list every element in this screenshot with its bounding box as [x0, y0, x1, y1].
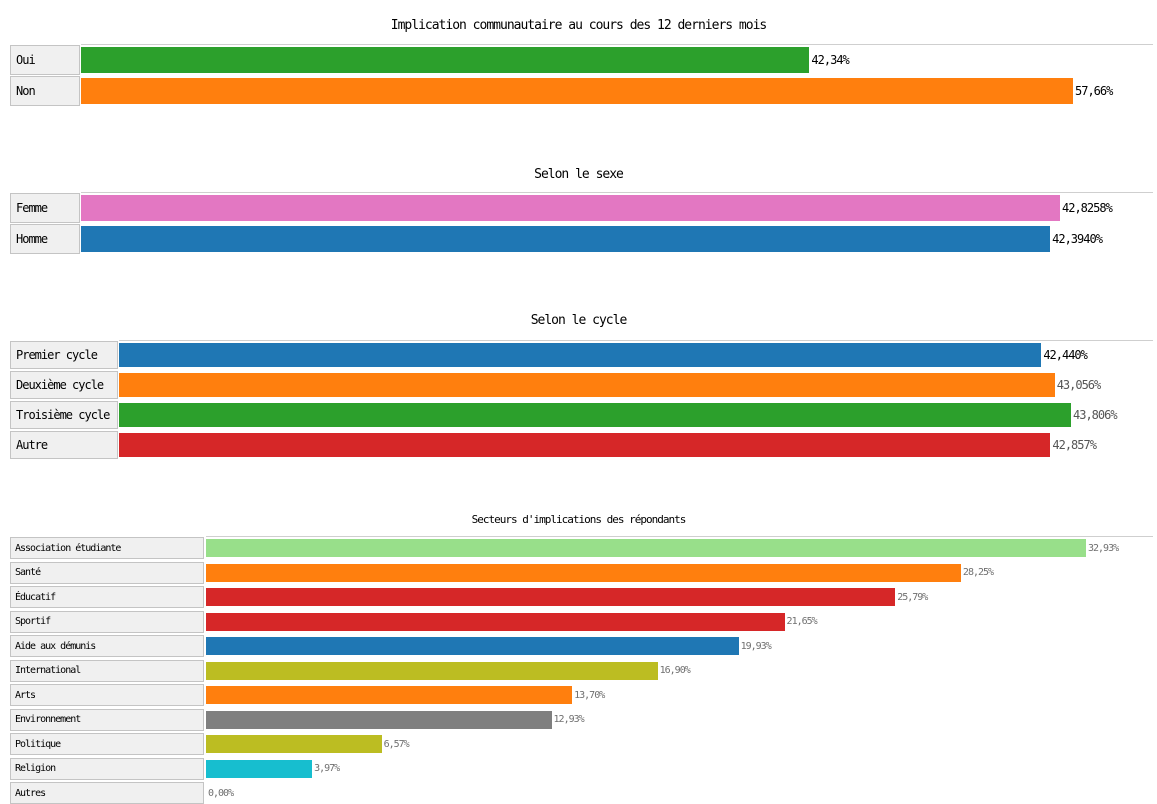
bar-row: Non 57,66%: [10, 76, 1150, 106]
value-label: 25,79%: [897, 591, 928, 603]
bar: [81, 195, 1060, 221]
bar: [81, 47, 810, 73]
category-label: Sportif: [10, 610, 204, 633]
bar-row: Homme 42,3940%: [10, 224, 1150, 254]
bar: [119, 343, 1042, 367]
bar-row: Oui 42,34%: [10, 45, 1150, 75]
bar: [206, 563, 961, 582]
chart-title: Secteurs d'implications des répondants: [471, 513, 687, 526]
value-label: 12,93%: [553, 714, 585, 725]
bar-row: Autre 42,857%: [10, 431, 1150, 459]
bar-row: Association étudiante 32,93%: [10, 537, 1150, 559]
bar: [81, 78, 1073, 104]
bar-row: Arts 13,70%: [10, 684, 1150, 706]
category-label: Autres: [10, 782, 204, 804]
bar: [119, 403, 1071, 427]
bar: [206, 710, 552, 729]
value-label: 13,70%: [574, 689, 605, 701]
bar: [119, 373, 1055, 397]
bar: [206, 539, 1086, 557]
bar-row: Femme 42,8258%: [10, 193, 1150, 223]
value-label: 42,8258%: [1062, 201, 1113, 215]
category-label: Femme: [10, 193, 80, 223]
chart-title: Selon le cycle: [530, 313, 628, 328]
bar-row: Santé 28,25%: [10, 561, 1150, 584]
bar: [206, 612, 785, 631]
bar-row: Premier cycle 42,440%: [10, 341, 1150, 369]
category-label: Non: [10, 76, 80, 106]
panel-top-rule: [206, 536, 1153, 537]
category-label: Autre: [10, 431, 118, 459]
bar-row: Religion 3,97%: [10, 757, 1150, 780]
category-label: Oui: [10, 45, 80, 75]
value-label: 21,65%: [786, 616, 818, 627]
value-label: 3,97%: [314, 763, 340, 774]
value-label: 42,3940%: [1052, 232, 1103, 246]
category-label: Éducatif: [10, 586, 204, 608]
bar-row: Éducatif 25,79%: [10, 586, 1150, 608]
chart-title: Implication communautaire au cours des 1…: [390, 18, 767, 33]
category-label: Politique: [10, 733, 204, 755]
value-label: 43,056%: [1056, 378, 1102, 392]
value-label: 57,66%: [1075, 84, 1113, 98]
value-label: 42,440%: [1043, 348, 1088, 362]
chart-title: Selon le sexe: [534, 167, 624, 182]
category-label: Deuxième cycle: [10, 371, 118, 399]
bar-row: Environnement 12,93%: [10, 708, 1150, 731]
panel-top-rule: [119, 340, 1153, 341]
category-label: Association étudiante: [10, 537, 204, 559]
value-label: 19,93%: [740, 640, 772, 652]
bar: [206, 759, 313, 778]
bar-row: Deuxième cycle 43,056%: [10, 371, 1150, 399]
bar: [206, 637, 739, 655]
value-label: 42,857%: [1052, 438, 1097, 452]
bar-row: International 16,90%: [10, 659, 1150, 682]
category-label: Environnement: [10, 708, 204, 731]
category-label: Premier cycle: [10, 341, 118, 369]
bar: [206, 735, 382, 753]
bar: [206, 588, 896, 606]
category-label: Homme: [10, 224, 80, 254]
category-label: Arts: [10, 684, 204, 706]
value-label: 0,00%: [208, 787, 234, 799]
value-label: 32,93%: [1088, 542, 1119, 554]
panel-top-rule: [81, 192, 1153, 193]
value-label: 42,34%: [811, 53, 849, 67]
bar-row: Autres 0,00%: [10, 782, 1150, 804]
value-label: 16,90%: [659, 665, 691, 676]
value-label: 6,57%: [383, 738, 410, 750]
category-label: Religion: [10, 757, 204, 780]
category-label: International: [10, 659, 204, 682]
bar: [206, 661, 658, 680]
bar: [119, 433, 1051, 457]
bar-row: Politique 6,57%: [10, 733, 1150, 755]
category-label: Troisième cycle: [10, 401, 118, 429]
category-label: Santé: [10, 561, 204, 584]
value-label: 28,25%: [962, 567, 994, 578]
bar-row: Troisième cycle 43,806%: [10, 401, 1150, 429]
panel-top-rule: [81, 44, 1153, 45]
bar-row: Sportif 21,65%: [10, 610, 1150, 633]
category-label: Aide aux démunis: [10, 635, 204, 657]
bar-row: Aide aux démunis 19,93%: [10, 635, 1150, 657]
bar: [81, 226, 1051, 252]
bar: [206, 686, 573, 704]
value-label: 43,806%: [1073, 408, 1118, 422]
